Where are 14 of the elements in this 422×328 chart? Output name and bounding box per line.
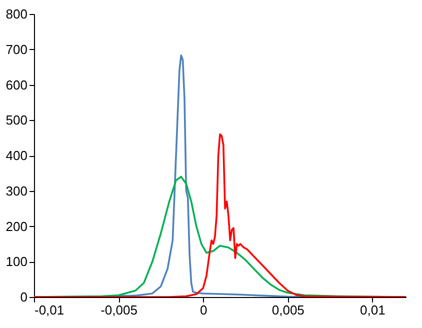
- x-tick-label: -0,005: [100, 302, 138, 318]
- y-tick-label: 300: [6, 183, 28, 198]
- y-tick-label: 600: [6, 77, 28, 92]
- x-tick-label: 0,01: [360, 302, 386, 318]
- y-tick-label: 800: [6, 6, 28, 22]
- x-tick-label: 0,005: [272, 302, 304, 318]
- x-tick-label: 0: [200, 302, 208, 318]
- y-tick-label: 700: [6, 42, 28, 57]
- y-tick-label: 200: [6, 218, 28, 234]
- y-tick-label: 100: [6, 254, 28, 270]
- x-tick-label: -0,01: [34, 302, 64, 318]
- y-tick-label: 500: [6, 112, 28, 128]
- y-tick-label: 400: [6, 148, 28, 163]
- y-tick-label: 0: [20, 290, 28, 304]
